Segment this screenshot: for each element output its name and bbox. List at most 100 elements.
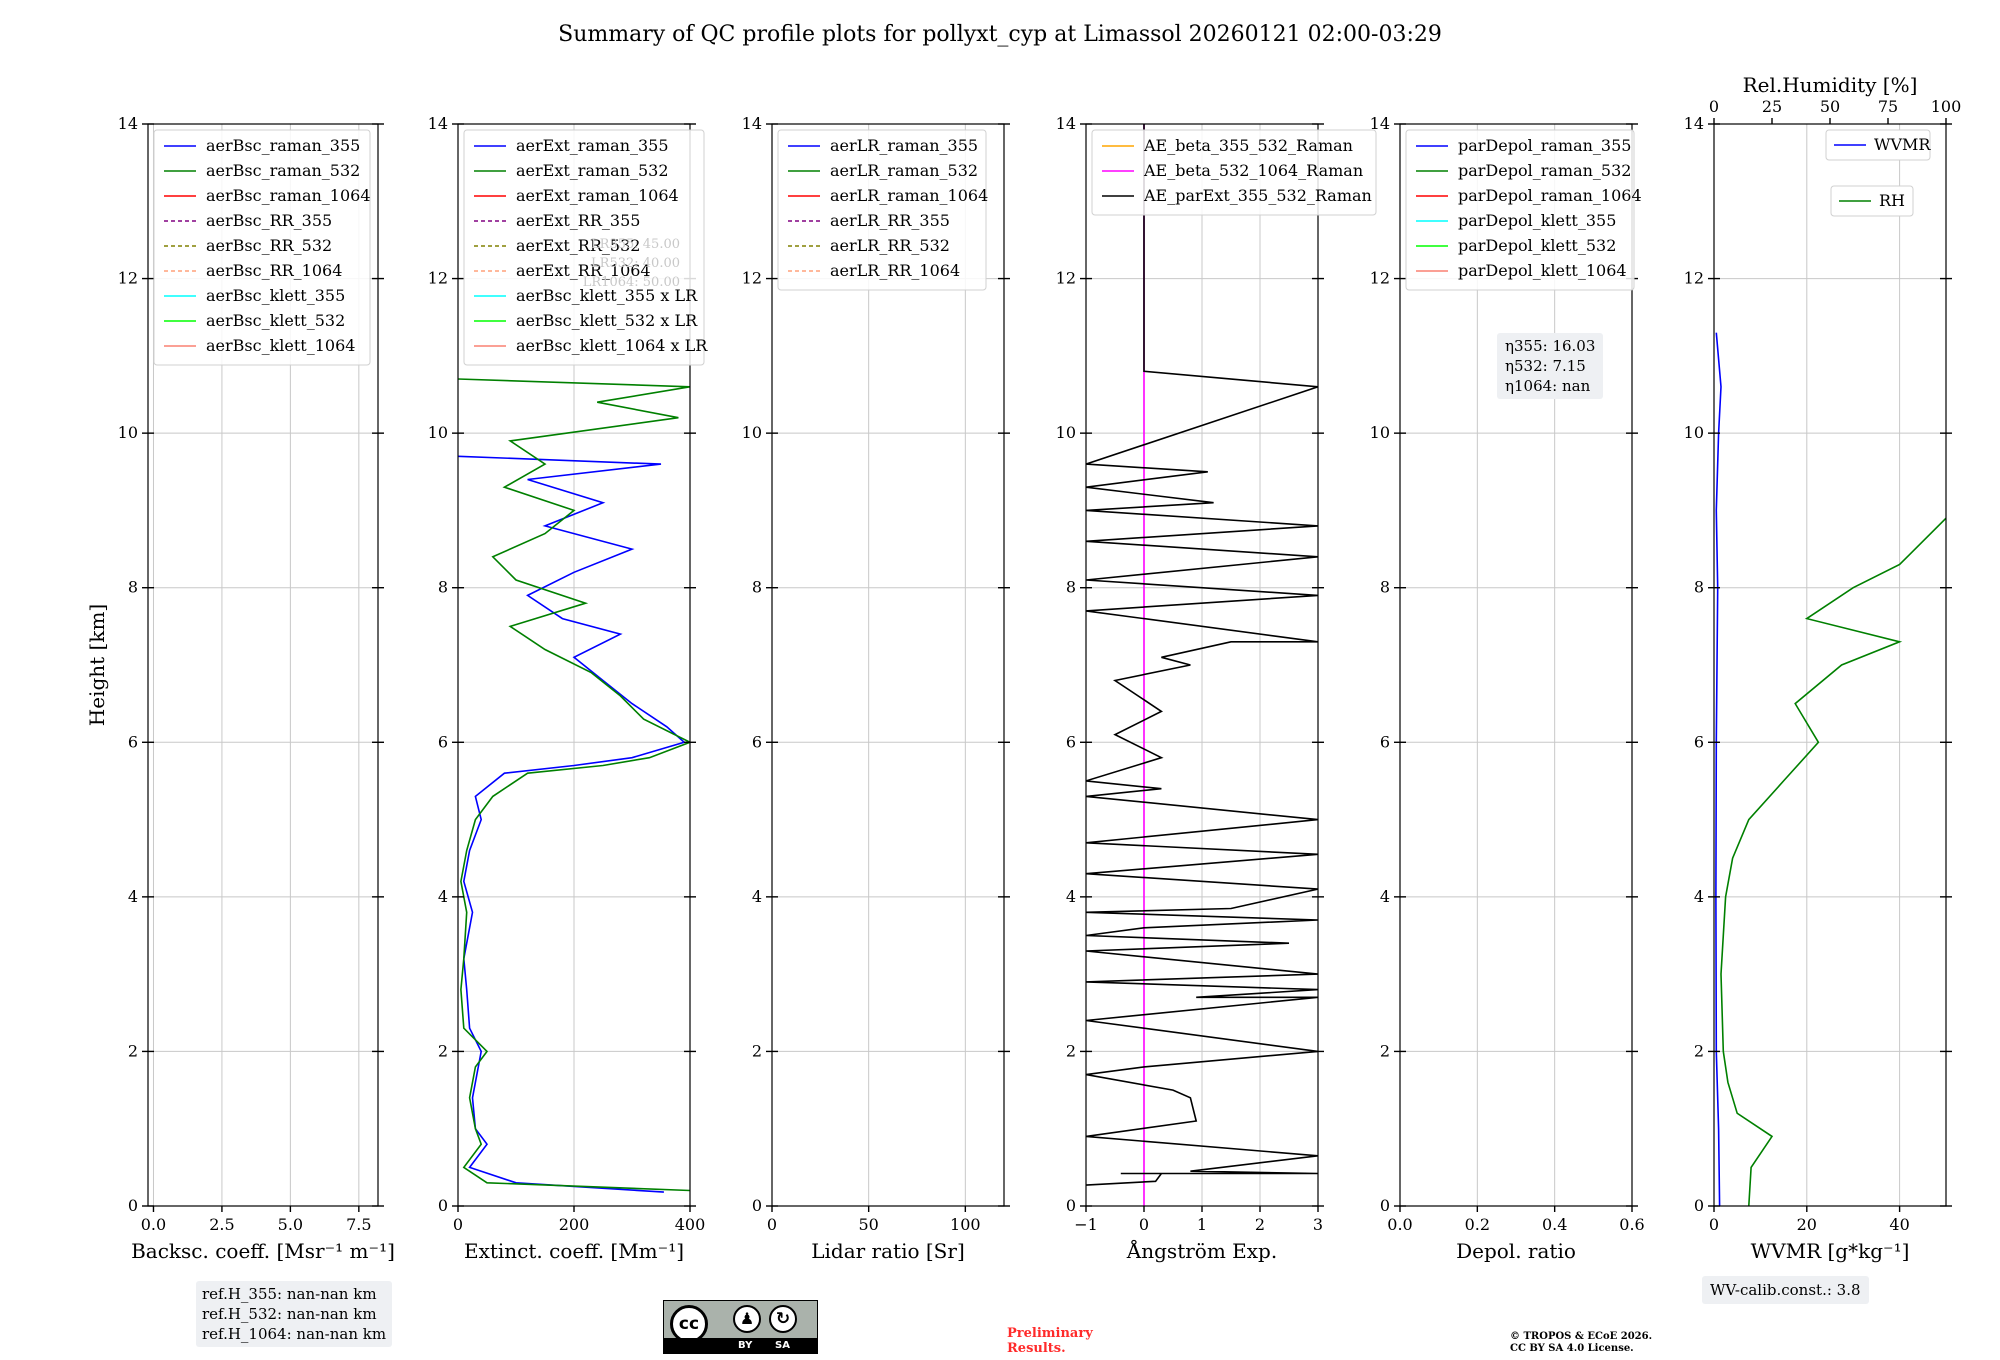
x-tick-label: 7.5 — [346, 1215, 371, 1234]
x-tick-label: 5.0 — [278, 1215, 303, 1234]
x-axis-label: Depol. ratio — [1456, 1239, 1576, 1263]
legend-label: AE_parExt_355_532_Raman — [1143, 186, 1372, 205]
y-tick-label: 8 — [752, 578, 762, 597]
x-axis-label: Extinct. coeff. [Mm⁻¹] — [464, 1239, 684, 1263]
legend: aerLR_raman_355 aerLR_raman_532 aerLR_rama… — [777, 129, 988, 291]
x-tick-label: 50 — [858, 1215, 878, 1234]
legend-box — [463, 129, 705, 366]
x-tick-label: 0 — [1709, 1215, 1719, 1234]
legend: AE_beta_355_532_Raman AE_beta_532_1064_Ra… — [1091, 129, 1377, 216]
legend-label: aerExt_RR_1064 — [516, 261, 651, 280]
y-tick-label: 0 — [128, 1196, 138, 1215]
panel-backscatter: 0 2 4 6 8 10 12 14 0.0 2.5 5.0 7.5 Backsc. coeff. [M… — [118, 114, 395, 1263]
wv-calibration-box: WV-calib.const.: 3.8 — [1702, 1276, 1869, 1304]
legend-label: parDepol_raman_532 — [1458, 161, 1631, 180]
panel-water-vapor: 0 2 4 6 8 10 12 14 0 20 40 WVMR [g*kg⁻¹] 0 25 50 75 100 R… — [1684, 73, 1962, 1263]
figure-title: Summary of QC profile plots for pollyxt_… — [558, 22, 1442, 47]
legend-label: aerExt_RR_532 — [516, 236, 640, 255]
share-alike-icon: ↻ — [769, 1305, 797, 1333]
plot-frame — [1399, 123, 1633, 1207]
y-tick-label: 10 — [428, 423, 448, 442]
legend-label: aerLR_RR_355 — [830, 211, 950, 230]
legend-label: aerBsc_RR_532 — [206, 236, 332, 255]
y-tick-label: 4 — [438, 887, 448, 906]
y-tick-label: 12 — [742, 269, 762, 288]
x-tick-label: 0.0 — [1387, 1215, 1412, 1234]
legend-label: aerBsc_raman_1064 — [206, 186, 371, 205]
x-tick-label: 0.2 — [1465, 1215, 1490, 1234]
legend-box — [1830, 185, 1914, 217]
y-tick-label: 8 — [1694, 578, 1704, 597]
y-tick-label: 10 — [1056, 423, 1076, 442]
x-axis-label: Ångström Exp. — [1126, 1238, 1277, 1263]
y-tick-label: 4 — [1694, 887, 1704, 906]
series-line-WVMR — [1715, 332, 1722, 1206]
legend-label: aerBsc_klett_1064 x LR — [516, 336, 708, 355]
y-tick-label: 12 — [428, 269, 448, 288]
panel-lidar-ratio: 0 2 4 6 8 10 12 14 0 50 100 Lidar ratio [Sr] aerLR_r… — [742, 114, 1010, 1263]
x-axis-label: Lidar ratio [Sr] — [811, 1239, 965, 1263]
x-tick-label: 0.4 — [1542, 1215, 1567, 1234]
y-tick-label: 6 — [1066, 732, 1076, 751]
x-tick-label: 20 — [1797, 1215, 1817, 1234]
preliminary-results-note: Preliminary Results. — [1007, 1326, 1093, 1356]
cc-logo-icon: cc — [670, 1305, 708, 1343]
legend-label: aerExt_raman_532 — [516, 161, 669, 180]
y-tick-label: 14 — [428, 114, 448, 133]
ref-h-1064: ref.H_1064: nan-nan km — [202, 1325, 387, 1343]
ref-h-355: ref.H_355: nan-nan km — [202, 1285, 377, 1303]
legend-label: aerExt_RR_355 — [516, 211, 640, 230]
panel-depolarization: 0 2 4 6 8 10 12 14 0.0 0.2 0.4 0.6 Depol. ratio parDe… — [1370, 114, 1645, 1263]
y-tick-label: 8 — [438, 578, 448, 597]
legend-label: aerLR_RR_1064 — [830, 261, 960, 280]
reference-height-box: ref.H_355: nan-nan km ref.H_532: nan-nan… — [196, 1281, 393, 1347]
y-tick-label: 8 — [128, 578, 138, 597]
y-tick-label: 12 — [118, 269, 138, 288]
y-tick-label: 2 — [438, 1041, 448, 1060]
y-tick-label: 6 — [128, 732, 138, 751]
y-tick-label: 10 — [1684, 423, 1704, 442]
x-tick-label: 2.5 — [209, 1215, 234, 1234]
y-tick-label: 8 — [1066, 578, 1076, 597]
y-tick-label: 2 — [752, 1041, 762, 1060]
y-tick-label: 12 — [1370, 269, 1390, 288]
lidar-ratio-annotation: LR532: 40.00 — [591, 256, 680, 271]
legend-label: aerBsc_RR_1064 — [206, 261, 342, 280]
x-tick-label: 40 — [1889, 1215, 1909, 1234]
cc-license-badge: cc ♟ ↻ BY SA — [663, 1300, 818, 1354]
legend: aerExt_raman_355 aerExt_raman_532 aerExt_r… — [463, 129, 708, 366]
legend: aerBsc_raman_355 aerBsc_raman_532 aerBsc_r… — [153, 129, 371, 366]
x-tick-label: 200 — [559, 1215, 590, 1234]
legend-label: parDepol_raman_1064 — [1458, 186, 1642, 205]
license-by-label: BY — [738, 1340, 753, 1351]
legend-label: aerBsc_klett_1064 — [206, 336, 355, 355]
legend-label: AE_beta_532_1064_Raman — [1143, 161, 1363, 180]
plot-frame — [147, 123, 379, 1207]
x-tick-label: 0 — [1139, 1215, 1149, 1234]
y-tick-label: 10 — [742, 423, 762, 442]
legend-label: parDepol_klett_532 — [1458, 236, 1616, 255]
ref-h-532: ref.H_532: nan-nan km — [202, 1305, 377, 1323]
top-x-tick-label: 0 — [1709, 97, 1719, 116]
series-line-aerExt_raman_532 — [458, 378, 690, 1192]
legend-label: aerLR_raman_355 — [830, 136, 978, 155]
x-tick-label: −1 — [1074, 1215, 1098, 1234]
series-line-AE_parExt_355_532_Raman — [1086, 124, 1318, 1186]
y-tick-label: 2 — [128, 1041, 138, 1060]
y-tick-label: 2 — [1380, 1041, 1390, 1060]
eta-532: η532: 7.15 — [1505, 357, 1586, 375]
legend-label: aerLR_raman_532 — [830, 161, 978, 180]
y-tick-label: 12 — [1684, 269, 1704, 288]
legend-label: aerExt_raman_355 — [516, 136, 669, 155]
x-tick-label: 3 — [1313, 1215, 1323, 1234]
eta-355: η355: 16.03 — [1505, 337, 1596, 355]
x-tick-label: 0.0 — [141, 1215, 166, 1234]
legend-label: aerBsc_klett_355 — [206, 286, 345, 305]
legend-box — [777, 129, 987, 291]
y-tick-label: 4 — [1066, 887, 1076, 906]
y-tick-label: 0 — [752, 1196, 762, 1215]
top-x-axis-label: Rel.Humidity [%] — [1743, 73, 1918, 97]
license-sa-label: SA — [775, 1340, 790, 1351]
y-tick-label: 2 — [1694, 1041, 1704, 1060]
